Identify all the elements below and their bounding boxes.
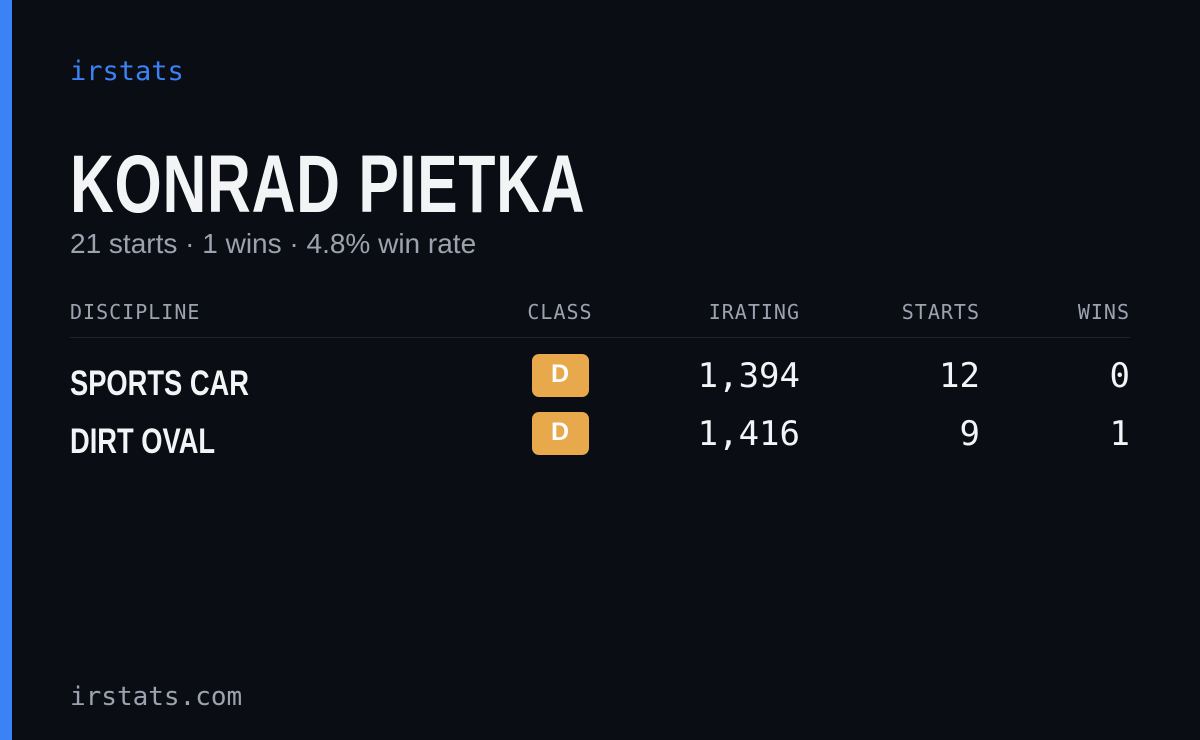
discipline-cell: DIRT OVAL	[70, 422, 216, 461]
discipline-cell: SPORTS CAR	[70, 364, 249, 403]
starts-cell: 12	[939, 356, 980, 396]
column-header: IRATING	[708, 300, 800, 324]
footer: irstats.com	[70, 682, 243, 712]
irating-cell: 1,394	[697, 356, 800, 396]
column-header: STARTS	[901, 300, 980, 324]
irating-cell: 1,416	[697, 414, 800, 454]
summary: 21 starts · 1 wins · 4.8% win rate	[70, 228, 477, 259]
wins-cell: 1	[1109, 414, 1130, 454]
accent-bar	[0, 0, 12, 740]
starts-cell: 9	[959, 414, 980, 454]
column-header: CLASS	[527, 300, 593, 324]
column-header: WINS	[1077, 300, 1130, 324]
header-rule	[70, 337, 1130, 338]
class-badge: D	[531, 412, 589, 455]
driver-name: KONRAD PIETKA	[70, 139, 586, 230]
column-header: DISCIPLINE	[70, 300, 201, 324]
class-badge: D	[531, 354, 589, 397]
brand: irstats	[70, 56, 184, 87]
wins-cell: 0	[1109, 356, 1130, 396]
